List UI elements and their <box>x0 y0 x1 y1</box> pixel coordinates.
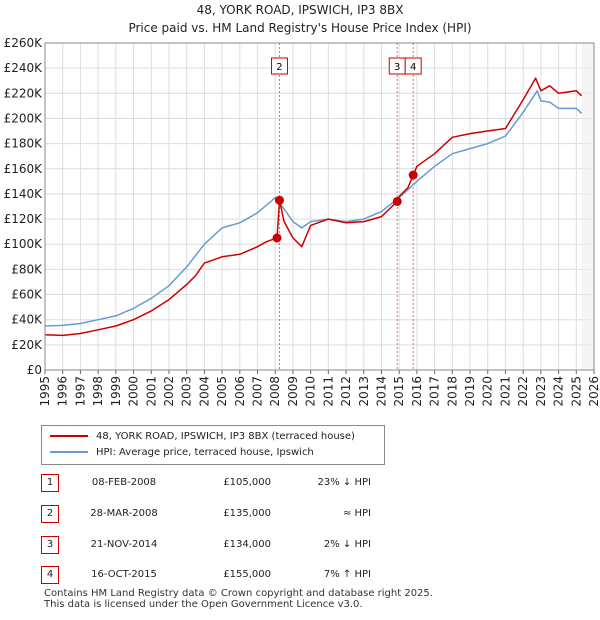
x-tick-label: 2000 <box>127 376 141 407</box>
transaction-number-badge: 2 <box>41 505 59 523</box>
sale-marker-box <box>404 57 422 75</box>
series <box>44 77 583 337</box>
y-tick-label: £180K <box>4 137 44 151</box>
x-tick-label: 2012 <box>339 376 353 407</box>
axes: £0 £20K £40K £60K £80K £100K £120K £140K £160K £1… <box>4 36 600 407</box>
transaction-price: £135,000 <box>223 508 271 519</box>
x-tick-label: 2023 <box>534 376 548 407</box>
x-tick-label: 2022 <box>516 376 530 407</box>
x-tick-label: 2002 <box>162 376 176 407</box>
x-tick-label: 2026 <box>587 376 600 407</box>
y-tick-label: £200K <box>4 111 44 125</box>
y-tick-label: £0 <box>27 363 42 377</box>
table-row: 2 28-MAR-2008 £135,000 ≈ HPI <box>41 505 401 523</box>
transaction-price: £105,000 <box>223 477 271 488</box>
sale-point <box>408 170 418 180</box>
x-tick-label: 2013 <box>357 376 371 407</box>
x-tick-label: 1997 <box>73 376 87 407</box>
y-tick-label: £160K <box>4 162 44 176</box>
x-tick-label: 2003 <box>180 376 194 407</box>
x-tick-label: 2018 <box>445 376 459 407</box>
price-chart: 48, YORK ROAD, IPSWICH, IP3 8BX Price pa… <box>4 3 600 407</box>
y-tick-label: £100K <box>4 237 44 251</box>
x-tick-label: 1995 <box>38 376 52 407</box>
transaction-price: £155,000 <box>223 569 271 580</box>
table-row: 3 21-NOV-2014 £134,000 2% ↓ HPI <box>41 536 401 554</box>
copyright-footer: Contains HM Land Registry data © Crown c… <box>44 588 433 610</box>
forecast-shading <box>581 43 594 370</box>
legend-item-property: 48, YORK ROAD, IPSWICH, IP3 8BX (terrace… <box>50 430 355 444</box>
y-tick-label: £40K <box>11 313 43 327</box>
footer-line-1: Contains HM Land Registry data © Crown c… <box>44 588 433 599</box>
x-tick-label: 2015 <box>392 376 406 407</box>
sale-marker-label: 2 <box>276 62 282 73</box>
x-tick-label: 2001 <box>144 376 158 407</box>
transaction-date: 28-MAR-2008 <box>90 508 158 519</box>
sale-point <box>274 195 284 205</box>
x-tick-label: 2020 <box>481 376 495 407</box>
x-tick-label: 2007 <box>251 376 265 407</box>
legend-label-property: 48, YORK ROAD, IPSWICH, IP3 8BX (terrace… <box>96 431 355 442</box>
transaction-price: £134,000 <box>223 539 271 550</box>
x-tick-label: 2016 <box>410 376 424 407</box>
legend: 48, YORK ROAD, IPSWICH, IP3 8BX (terrace… <box>41 425 385 465</box>
table-row: 4 16-OCT-2015 £155,000 7% ↑ HPI <box>41 566 401 584</box>
transaction-hpi-compare: ≈ HPI <box>342 508 371 519</box>
property-price-line <box>44 77 583 337</box>
x-tick-label: 2005 <box>215 376 229 407</box>
x-tick-label: 2025 <box>569 376 583 407</box>
y-tick-label: £60K <box>11 288 43 302</box>
x-tick-label: 2010 <box>304 376 318 407</box>
transaction-number-badge: 4 <box>41 566 59 584</box>
chart-subtitle: Price paid vs. HM Land Registry's House … <box>128 21 471 35</box>
legend-label-hpi: HPI: Average price, terraced house, Ipsw… <box>96 447 314 458</box>
sale-point <box>272 233 282 243</box>
transaction-hpi-compare: 2% ↓ HPI <box>323 539 371 550</box>
sale-marker-label: 3 <box>394 62 400 73</box>
hpi-line <box>44 90 583 327</box>
plot-frame <box>44 42 595 371</box>
y-tick-label: £260K <box>4 36 44 50</box>
x-tick-label: 2021 <box>498 376 512 407</box>
sale-point <box>392 196 402 206</box>
transaction-date: 08-FEB-2008 <box>91 477 157 488</box>
sale-points <box>272 170 418 243</box>
table-row: 1 08-FEB-2008 £105,000 23% ↓ HPI <box>41 474 401 492</box>
transaction-date: 21-NOV-2014 <box>90 539 158 550</box>
plot-background <box>45 43 594 370</box>
x-tick-label: 2014 <box>374 376 388 407</box>
y-tick-label: £80K <box>11 262 43 276</box>
transaction-hpi-compare: 23% ↓ HPI <box>317 477 371 488</box>
grid <box>44 42 595 371</box>
x-tick-label: 2006 <box>233 376 247 407</box>
x-tick-label: 2019 <box>463 376 477 407</box>
y-tick-label: £140K <box>4 187 44 201</box>
y-tick-label: £120K <box>4 212 44 226</box>
x-tick-label: 2008 <box>268 376 282 407</box>
transaction-date: 16-OCT-2015 <box>91 569 157 580</box>
transaction-number-badge: 1 <box>41 474 59 492</box>
x-tick-label: 2017 <box>428 376 442 407</box>
x-tick-label: 1999 <box>109 376 123 407</box>
y-tick-label: £240K <box>4 61 44 75</box>
sale-marker-box <box>270 57 288 75</box>
footer-line-2: This data is licensed under the Open Gov… <box>44 599 363 610</box>
legend-item-hpi: HPI: Average price, terraced house, Ipsw… <box>50 446 314 460</box>
x-tick-label: 2024 <box>552 376 566 407</box>
transaction-number-badge: 3 <box>41 536 59 554</box>
sale-marker-label: 4 <box>410 62 416 73</box>
legend-swatch-hpi <box>50 451 88 453</box>
y-tick-label: £220K <box>4 86 44 100</box>
x-tick-label: 2004 <box>197 376 211 407</box>
y-tick-label: £20K <box>11 338 43 352</box>
x-tick-label: 2011 <box>321 376 335 407</box>
chart-title: 48, YORK ROAD, IPSWICH, IP3 8BX <box>197 3 404 17</box>
x-tick-label: 1996 <box>56 376 70 407</box>
legend-swatch-property <box>50 435 88 437</box>
transaction-hpi-compare: 7% ↑ HPI <box>323 569 371 580</box>
x-tick-label: 1998 <box>91 376 105 407</box>
x-tick-label: 2009 <box>286 376 300 407</box>
